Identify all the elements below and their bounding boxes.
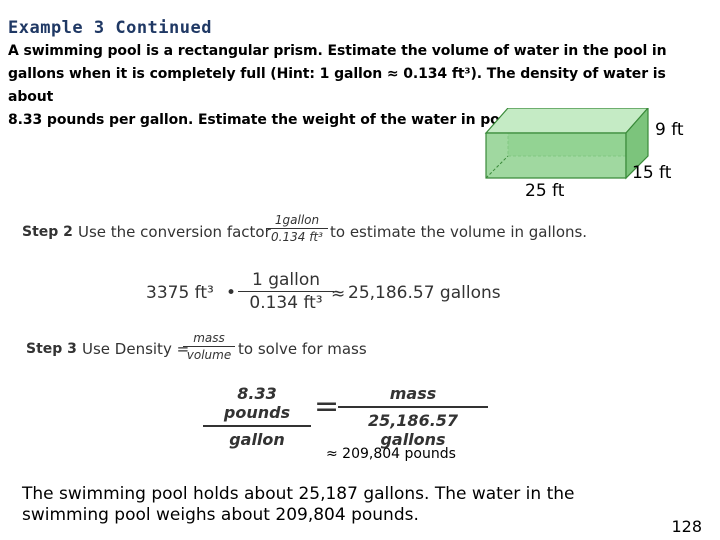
- gallon-numerator: 1 gallon: [251, 270, 321, 290]
- right-ratio-fraction: mass 25,186.57 gallons: [338, 384, 488, 449]
- step2-label: Step 2: [22, 224, 73, 240]
- left-ratio-numerator: 8.33 pounds: [223, 384, 291, 422]
- multiply-dot: •: [226, 283, 237, 303]
- approx-symbol: ≈: [331, 284, 346, 304]
- problem-line-3: 8.33 pounds per gallon. Estimate the wei…: [8, 112, 543, 128]
- prism-figure: [478, 106, 688, 205]
- prism-side-face: [625, 106, 649, 180]
- step3-text-before: Use Density =: [82, 340, 190, 358]
- page-number: 128: [671, 517, 702, 536]
- conclusion-line-1: The swimming pool holds about 25,187 gal…: [22, 484, 575, 504]
- volume-value: 3375 ft³: [146, 283, 214, 303]
- prism-top-face: [484, 107, 650, 134]
- prism-front-face: [485, 132, 627, 179]
- problem-line-2: gallons when it is completely full (Hint…: [8, 66, 666, 105]
- problem-statement: A swimming pool is a rectangular prism. …: [8, 40, 708, 132]
- problem-line-1: A swimming pool is a rectangular prism. …: [8, 43, 667, 59]
- height-label: 9 ft: [655, 120, 684, 140]
- right-ratio-numerator: mass: [389, 384, 437, 403]
- equals-sign: =: [314, 389, 340, 424]
- gallons-result: 25,186.57 gallons: [348, 283, 501, 303]
- prism-hidden-edge: [485, 155, 509, 179]
- conclusion-text: The swimming pool holds about 25,187 gal…: [22, 484, 662, 526]
- conversion-factor-fraction: 1gallon 0.134 ft³: [266, 213, 328, 244]
- slide-title: Example 3 Continued: [8, 18, 212, 38]
- conversion-factor-denominator: 0.134 ft³: [271, 230, 323, 244]
- gallon-conversion-fraction: 1 gallon 0.134 ft³: [238, 270, 334, 313]
- pounds-result: ≈ 209,804 pounds: [326, 446, 456, 462]
- step2-text-before: Use the conversion factor: [78, 223, 271, 241]
- right-ratio-denominator: 25,186.57 gallons: [367, 411, 459, 449]
- fraction-bar: [183, 346, 235, 347]
- fraction-bar: [203, 425, 311, 427]
- fraction-bar: [238, 291, 334, 292]
- density-numerator: mass: [193, 331, 225, 345]
- left-ratio-fraction: 8.33 pounds gallon: [203, 384, 311, 449]
- conclusion-line-2: swimming pool weighs about 209,804 pound…: [22, 505, 419, 525]
- rectangular-prism-diagram: [484, 106, 650, 180]
- length-label: 25 ft: [525, 181, 565, 201]
- density-denominator: volume: [186, 348, 232, 362]
- fraction-bar: [266, 228, 328, 229]
- left-ratio-denominator: gallon: [229, 430, 285, 449]
- step2-text-after: to estimate the volume in gallons.: [330, 223, 588, 241]
- conversion-factor-numerator: 1gallon: [274, 213, 320, 227]
- fraction-bar: [338, 406, 488, 408]
- density-fraction: mass volume: [183, 331, 235, 362]
- step3-text-after: to solve for mass: [238, 340, 367, 358]
- step3-label: Step 3: [26, 341, 77, 357]
- width-label: 15 ft: [632, 163, 672, 183]
- gallon-denominator: 0.134 ft³: [249, 293, 323, 313]
